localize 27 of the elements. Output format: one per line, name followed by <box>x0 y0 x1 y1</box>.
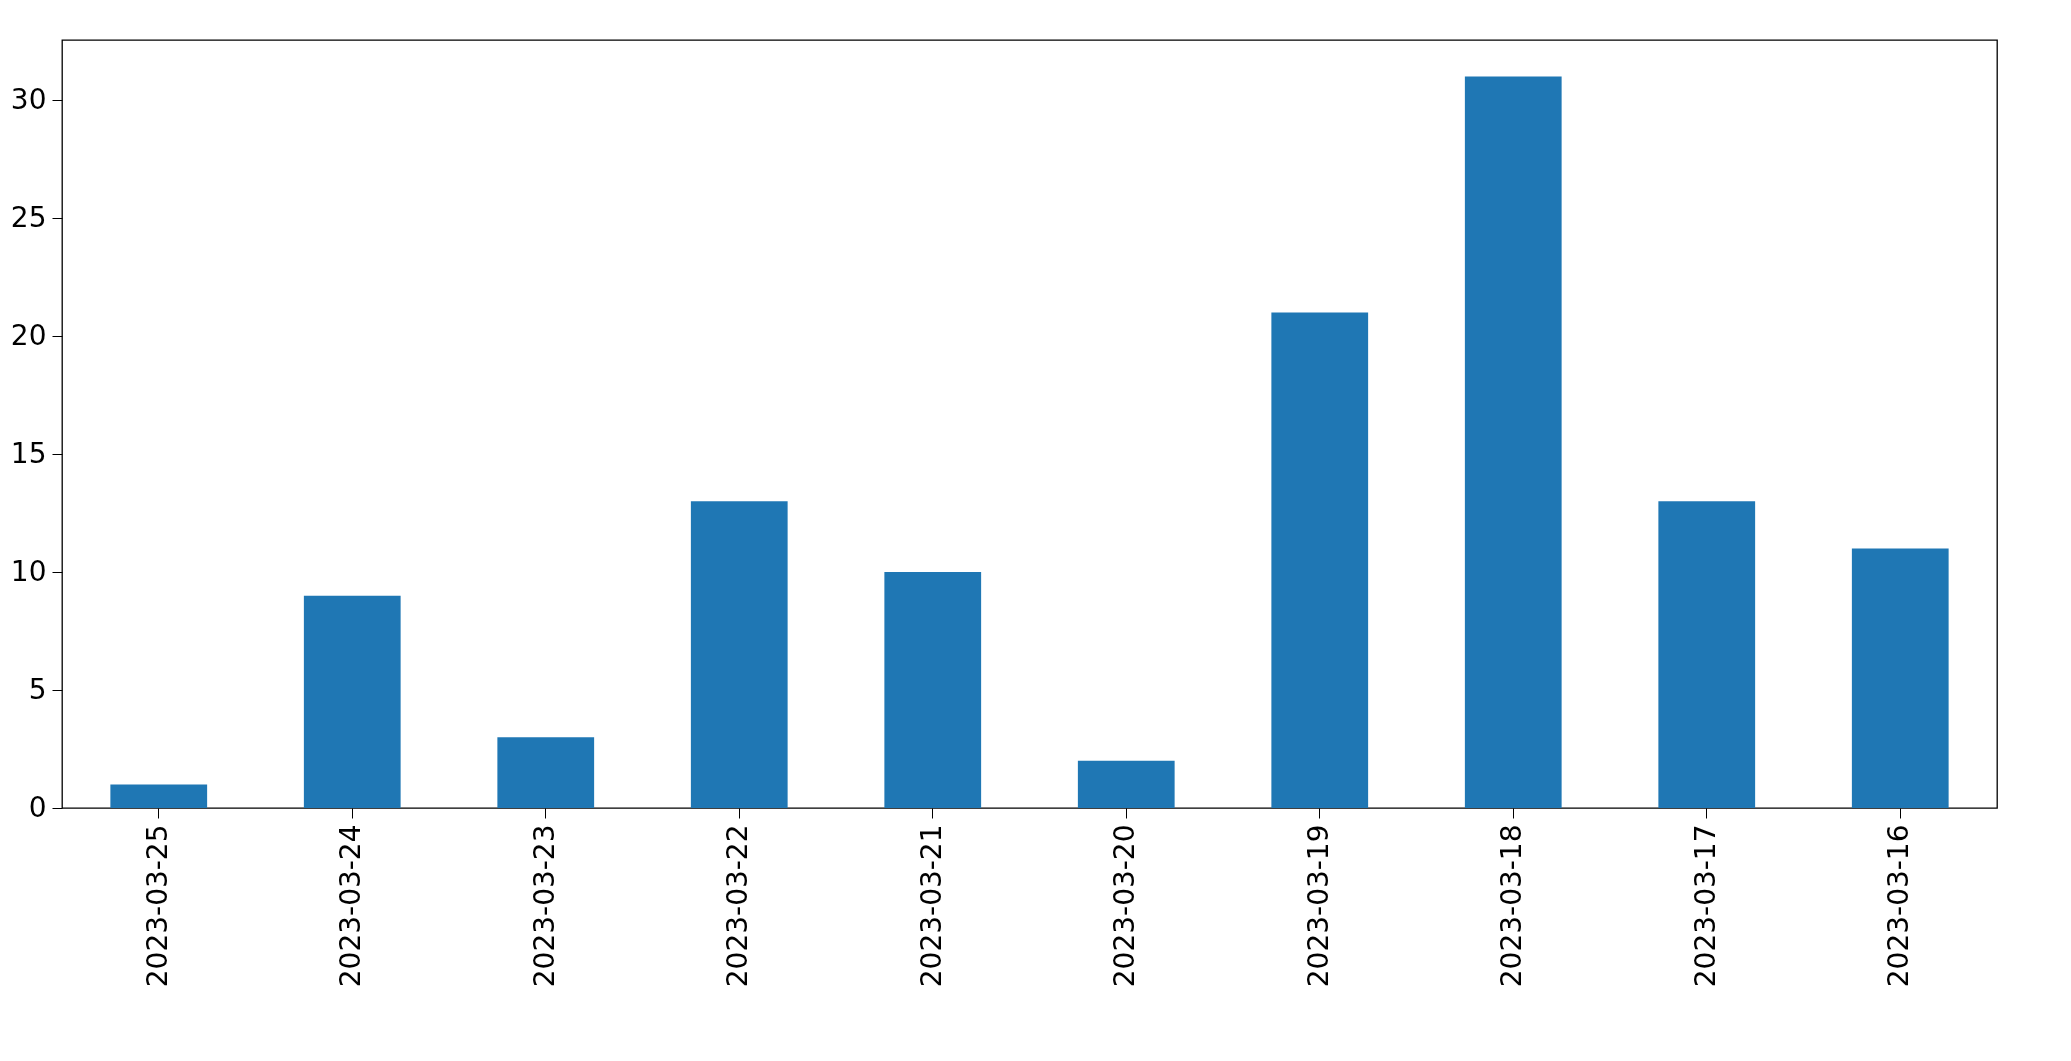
x-tick-label: 2023-03-21 <box>914 824 948 988</box>
x-tick-label: 2023-03-25 <box>140 824 174 988</box>
x-tick-label: 2023-03-20 <box>1108 824 1142 988</box>
x-tick-label: 2023-03-16 <box>1882 824 1916 988</box>
bar <box>497 737 595 808</box>
y-tick-label: 10 <box>10 554 47 588</box>
y-tick-label: 25 <box>10 200 47 234</box>
x-tick-label: 2023-03-19 <box>1301 824 1335 988</box>
y-tick-label: 20 <box>10 318 47 352</box>
bar <box>690 501 788 808</box>
y-tick-label: 30 <box>10 82 47 116</box>
bar <box>1464 76 1562 808</box>
x-tick-label: 2023-03-22 <box>721 824 755 988</box>
bar <box>1271 312 1369 808</box>
x-tick-label: 2023-03-24 <box>334 824 368 988</box>
y-tick-label: 15 <box>10 436 47 470</box>
bar <box>303 595 401 808</box>
bar <box>884 572 982 808</box>
x-tick-label: 2023-03-17 <box>1688 824 1722 988</box>
bar <box>1658 501 1756 808</box>
y-tick-label: 5 <box>28 672 47 706</box>
bar <box>1851 548 1949 808</box>
bar <box>1077 760 1175 808</box>
bar <box>110 784 208 808</box>
x-tick-label: 2023-03-18 <box>1495 824 1529 988</box>
x-tick-label: 2023-03-23 <box>527 824 561 988</box>
y-tick-label: 0 <box>28 790 47 824</box>
